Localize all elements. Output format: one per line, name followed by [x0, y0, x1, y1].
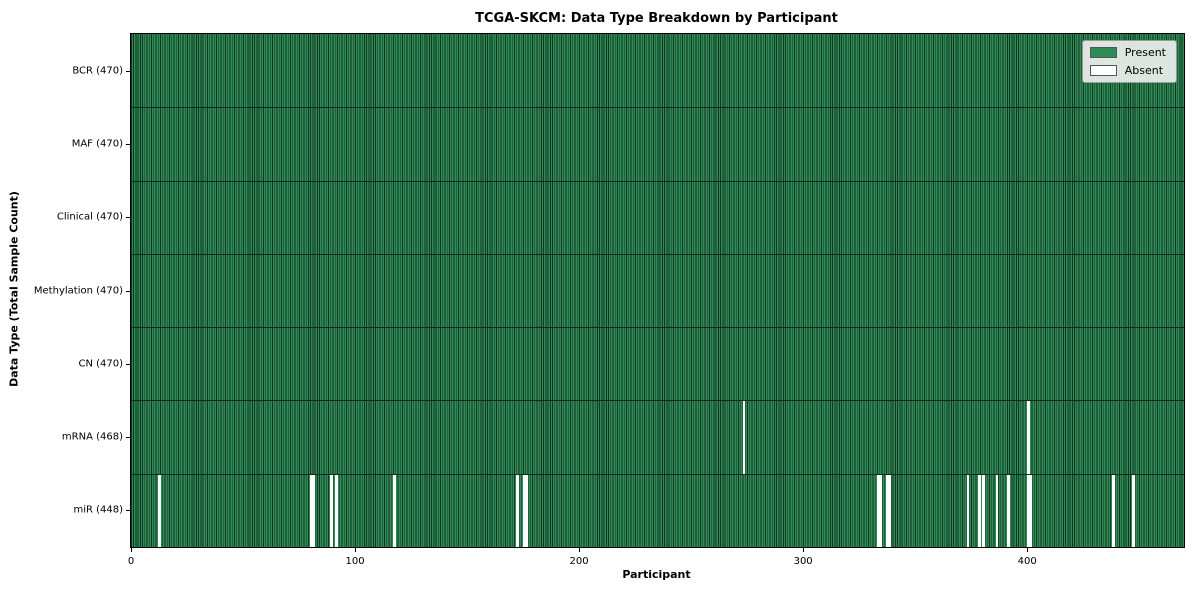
x-tick-mark: [131, 548, 132, 552]
legend-label-present: Present: [1124, 46, 1166, 59]
row-band-cn: [131, 327, 1184, 401]
y-tick-mark: [126, 437, 130, 439]
absent-gap: [877, 474, 880, 547]
absent-gap: [995, 474, 999, 547]
row-band-methylation: [131, 253, 1184, 328]
absent-gap: [516, 474, 519, 547]
absent-gap: [982, 474, 985, 547]
x-tick-label: 400: [1017, 556, 1037, 567]
row-band-mir: [131, 473, 1184, 547]
absent-gap: [393, 474, 396, 547]
present-swatch-icon: [1089, 47, 1117, 58]
absent-gap: [888, 474, 891, 547]
absent-gap: [1027, 474, 1030, 547]
absent-gap: [312, 474, 316, 547]
absent-swatch-icon: [1089, 65, 1117, 76]
absent-gap: [334, 474, 338, 547]
x-tick-label: 0: [127, 556, 135, 567]
x-tick-mark: [355, 548, 357, 552]
y-tick-mark: [126, 290, 130, 292]
absent-gap: [310, 474, 313, 547]
x-axis-label: Participant: [622, 568, 691, 581]
row-band-mrna: [131, 400, 1184, 474]
y-tick-mark: [126, 143, 130, 145]
absent-gap: [1029, 474, 1033, 547]
legend-item-present: Present: [1089, 46, 1166, 59]
absent-gap: [157, 474, 161, 547]
absent-gap: [879, 474, 882, 547]
row-band-bcr: [131, 34, 1184, 108]
x-tick-label: 100: [345, 556, 365, 567]
legend-item-absent: Absent: [1089, 64, 1166, 77]
y-tick-label-mrna: mRNA (468): [61, 431, 123, 443]
y-tick-label-cn: CN (470): [78, 358, 123, 370]
y-tick-label-bcr: BCR (470): [72, 65, 123, 77]
row-band-clinical: [131, 180, 1184, 254]
absent-gap: [1027, 401, 1030, 474]
absent-gap: [523, 474, 526, 547]
absent-gap: [1112, 474, 1115, 547]
absent-gap: [525, 474, 528, 547]
absent-gap: [886, 474, 889, 547]
absent-gap: [977, 474, 981, 547]
chart-title: TCGA-SKCM: Data Type Breakdown by Partic…: [475, 11, 838, 26]
row-band-maf: [131, 107, 1184, 181]
y-axis-label: Data Type (Total Sample Count): [7, 191, 21, 387]
x-tick-mark: [803, 548, 805, 552]
absent-gap: [1007, 474, 1010, 547]
y-tick-mark: [126, 510, 130, 512]
y-tick-label-maf: MAF (470): [71, 138, 123, 150]
y-tick-mark: [126, 363, 130, 365]
plot-area: 0 100 200 300 400 BCR (470) MAF (470) Clinical …: [34, 33, 1185, 567]
absent-gap: [330, 474, 334, 547]
x-tick-mark: [579, 548, 581, 552]
absent-gap: [1132, 474, 1136, 547]
y-tick-label-mir: miR (448): [73, 504, 123, 516]
x-tick-mark: [1027, 548, 1029, 552]
x-tick-label: 200: [569, 556, 589, 567]
y-tick-mark: [126, 217, 130, 219]
y-tick-mark: [126, 70, 130, 72]
y-tick-label-clinical: Clinical (470): [56, 211, 123, 223]
x-tick-label: 300: [793, 556, 813, 567]
y-tick-label-methylation: Methylation (470): [33, 285, 123, 296]
legend: Present Absent: [1081, 40, 1177, 83]
rows-container: [131, 34, 1184, 547]
legend-label-absent: Absent: [1124, 64, 1164, 77]
absent-gap: [742, 401, 746, 474]
absent-gap: [966, 474, 970, 547]
